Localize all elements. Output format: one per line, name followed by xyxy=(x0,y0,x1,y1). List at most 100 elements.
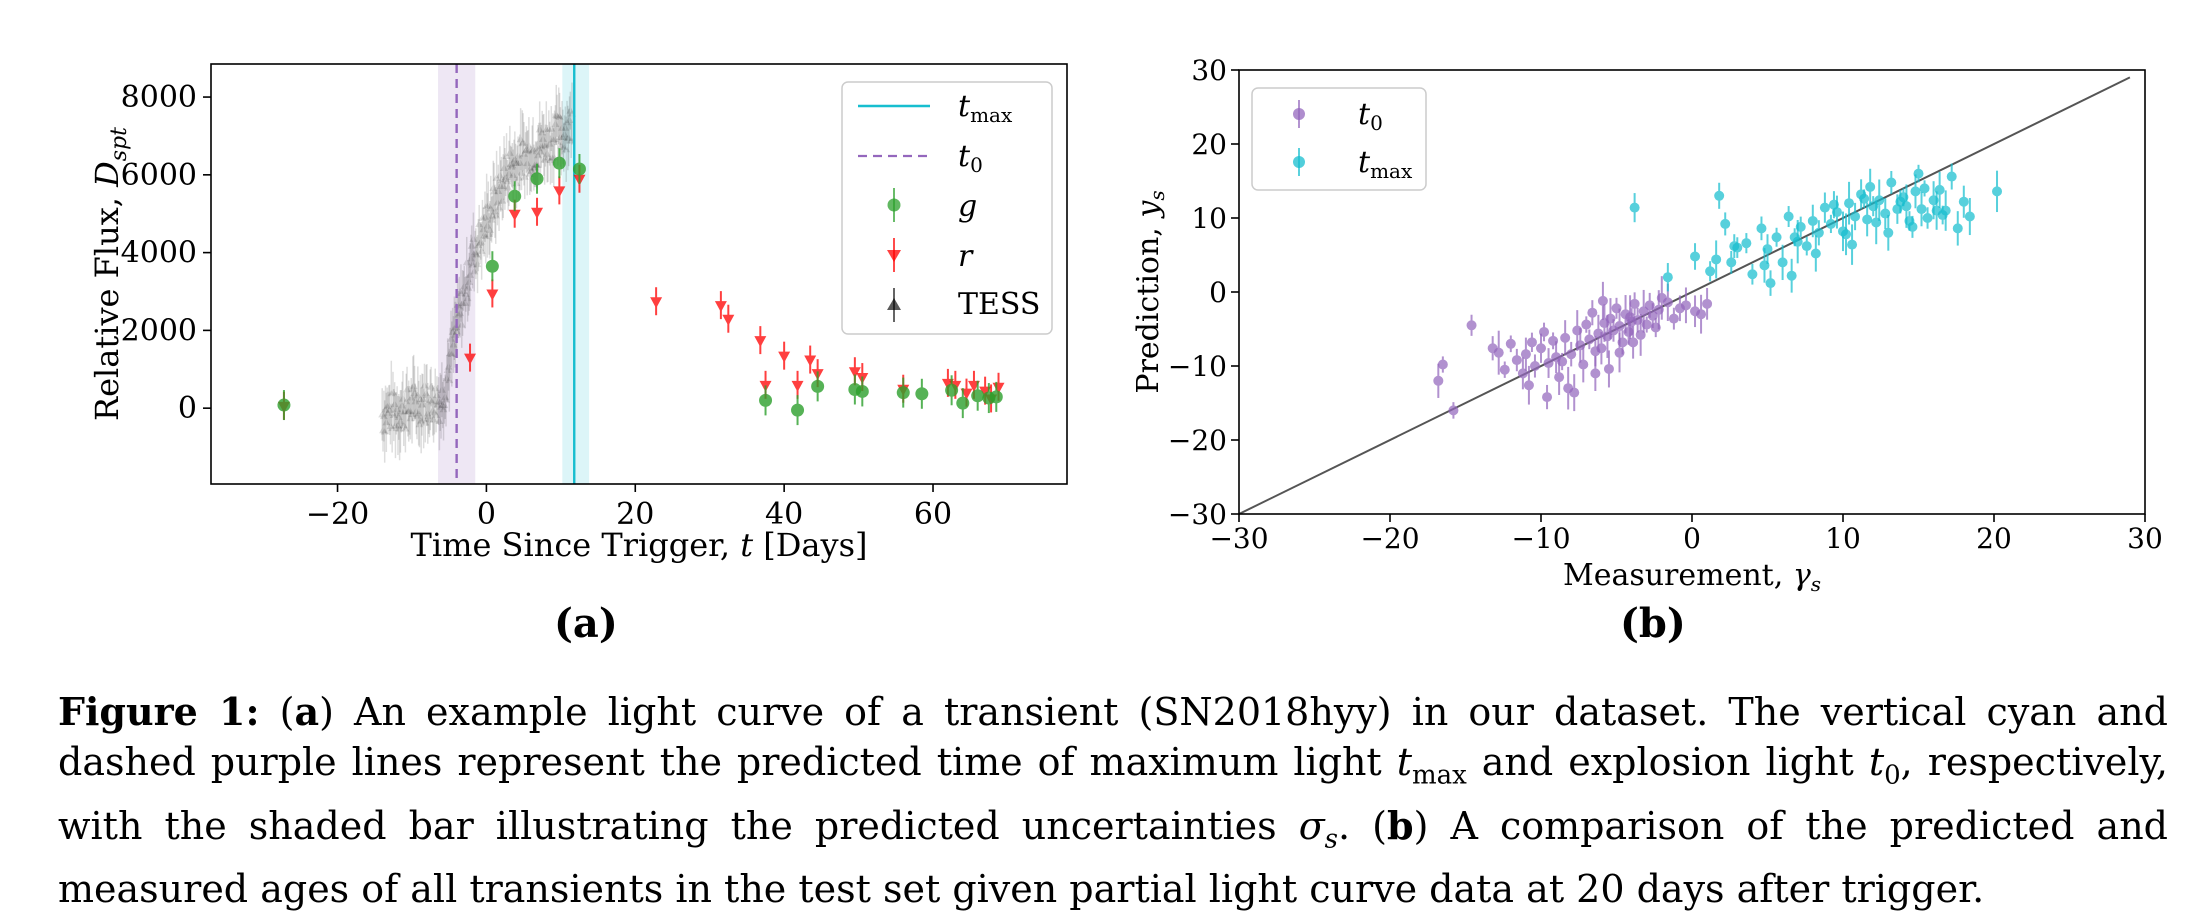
tess-point xyxy=(490,184,499,238)
tmax-point xyxy=(1907,215,1918,238)
tess-point xyxy=(562,116,571,182)
x-tick-label-a: −20 xyxy=(306,497,369,532)
tmax-point xyxy=(1946,163,1957,190)
t0-point xyxy=(1511,348,1522,372)
tmax-point xyxy=(1747,263,1758,285)
t0-point xyxy=(1584,329,1595,350)
tess-point xyxy=(425,401,434,438)
tess-point xyxy=(454,290,463,339)
t0-point xyxy=(1629,292,1640,316)
tess-point xyxy=(483,193,492,258)
y-tick-label-b: 0 xyxy=(1209,276,1227,309)
tess-point xyxy=(544,110,553,148)
tess-point xyxy=(432,397,441,433)
tess-point xyxy=(558,109,567,165)
t0-point xyxy=(1696,294,1707,334)
t0-point xyxy=(1466,314,1477,336)
tess-point xyxy=(378,388,387,441)
tess-point xyxy=(427,366,436,407)
t0-point xyxy=(1578,346,1589,383)
tess-point xyxy=(462,236,471,288)
tmax-point xyxy=(1828,191,1839,219)
tmax-point xyxy=(1777,244,1788,281)
tess-point xyxy=(421,402,430,443)
tmax-point xyxy=(1916,191,1927,227)
tess-point xyxy=(456,288,465,338)
tess-point xyxy=(510,131,519,188)
tess-point xyxy=(422,364,431,427)
y-tick-label-b: 20 xyxy=(1191,128,1227,161)
tmax-point xyxy=(1819,192,1830,223)
g-band-point xyxy=(811,371,825,402)
tmax-point xyxy=(1792,220,1803,264)
tess-point xyxy=(417,387,426,454)
t0-point xyxy=(1517,357,1528,390)
tess-point xyxy=(553,94,562,137)
tess-point xyxy=(389,388,398,442)
t0-point xyxy=(1680,287,1691,324)
t0-point xyxy=(1625,295,1636,340)
tmax-point xyxy=(1765,270,1776,296)
tess-point xyxy=(506,145,515,183)
t0-point xyxy=(1587,300,1598,326)
legend-r-marker xyxy=(887,238,901,272)
caption-part-b-label: b xyxy=(1386,802,1414,848)
tess-point xyxy=(450,296,459,360)
t0-point xyxy=(1560,320,1571,356)
x-axis-label-a: Time Since Trigger, t [Days] xyxy=(411,526,868,564)
tess-point xyxy=(433,385,442,424)
t0-point xyxy=(1437,356,1448,373)
legend-tmax-marker-b xyxy=(1293,148,1305,176)
t0-point xyxy=(1448,402,1459,419)
tess-point xyxy=(545,121,554,166)
tess-point xyxy=(541,124,550,167)
tess-point xyxy=(416,374,425,424)
x-tick-label-b: 30 xyxy=(2127,522,2163,555)
tess-point xyxy=(396,390,405,453)
age-comparison-chart: −30 −20 −10 0 10 20 30 −30 −20 −10 0 10 20 30 Measure… xyxy=(1131,54,2163,596)
tess-point xyxy=(410,365,419,421)
legend-t0-marker-b xyxy=(1293,100,1305,128)
x-tick-label-a: 0 xyxy=(477,497,496,532)
tess-point xyxy=(467,225,476,267)
tess-point xyxy=(463,274,472,322)
r-band-point xyxy=(650,287,663,316)
tess-point xyxy=(487,196,496,243)
tmax-point xyxy=(1629,193,1640,223)
tmax-point xyxy=(1741,233,1752,254)
tmax-point xyxy=(1825,214,1836,234)
sigma-symbol: σs xyxy=(1298,803,1339,855)
light-curve-chart: −20 0 20 40 60 0 2000 4000 6000 8000 Time Since T… xyxy=(88,63,1068,564)
tmax-point xyxy=(1786,258,1797,293)
tess-point xyxy=(546,135,555,185)
tess-point xyxy=(473,235,482,294)
tess-point xyxy=(564,108,573,167)
tmax-point xyxy=(1850,202,1861,231)
legend-b: t0 tmax xyxy=(1251,87,1427,191)
tess-point xyxy=(379,390,388,442)
caption-paren: ) xyxy=(319,690,334,734)
tess-point xyxy=(484,181,493,230)
tess-point xyxy=(514,136,523,175)
tess-point xyxy=(436,372,445,431)
tess-point xyxy=(563,100,572,144)
tess-point xyxy=(560,115,569,154)
tmax-point xyxy=(1919,180,1930,197)
g-band-point xyxy=(989,381,1003,412)
tmax-point xyxy=(1859,189,1870,209)
t0-point xyxy=(1557,352,1568,371)
tess-point xyxy=(527,149,536,193)
t0-point xyxy=(1596,332,1607,365)
tess-point xyxy=(406,397,415,440)
tess-point xyxy=(566,91,575,130)
tess-point xyxy=(440,386,449,424)
legend-g-marker xyxy=(887,188,901,222)
t0-point xyxy=(1614,332,1625,373)
legend-tmax-label: tmax xyxy=(958,89,1013,127)
tess-point xyxy=(408,356,417,422)
tess-point xyxy=(387,360,396,426)
y-tick-label-a: 8000 xyxy=(121,80,197,115)
x-tick-label-b: −30 xyxy=(1209,522,1268,555)
tess-point xyxy=(502,133,511,179)
r-band-point xyxy=(754,326,767,355)
